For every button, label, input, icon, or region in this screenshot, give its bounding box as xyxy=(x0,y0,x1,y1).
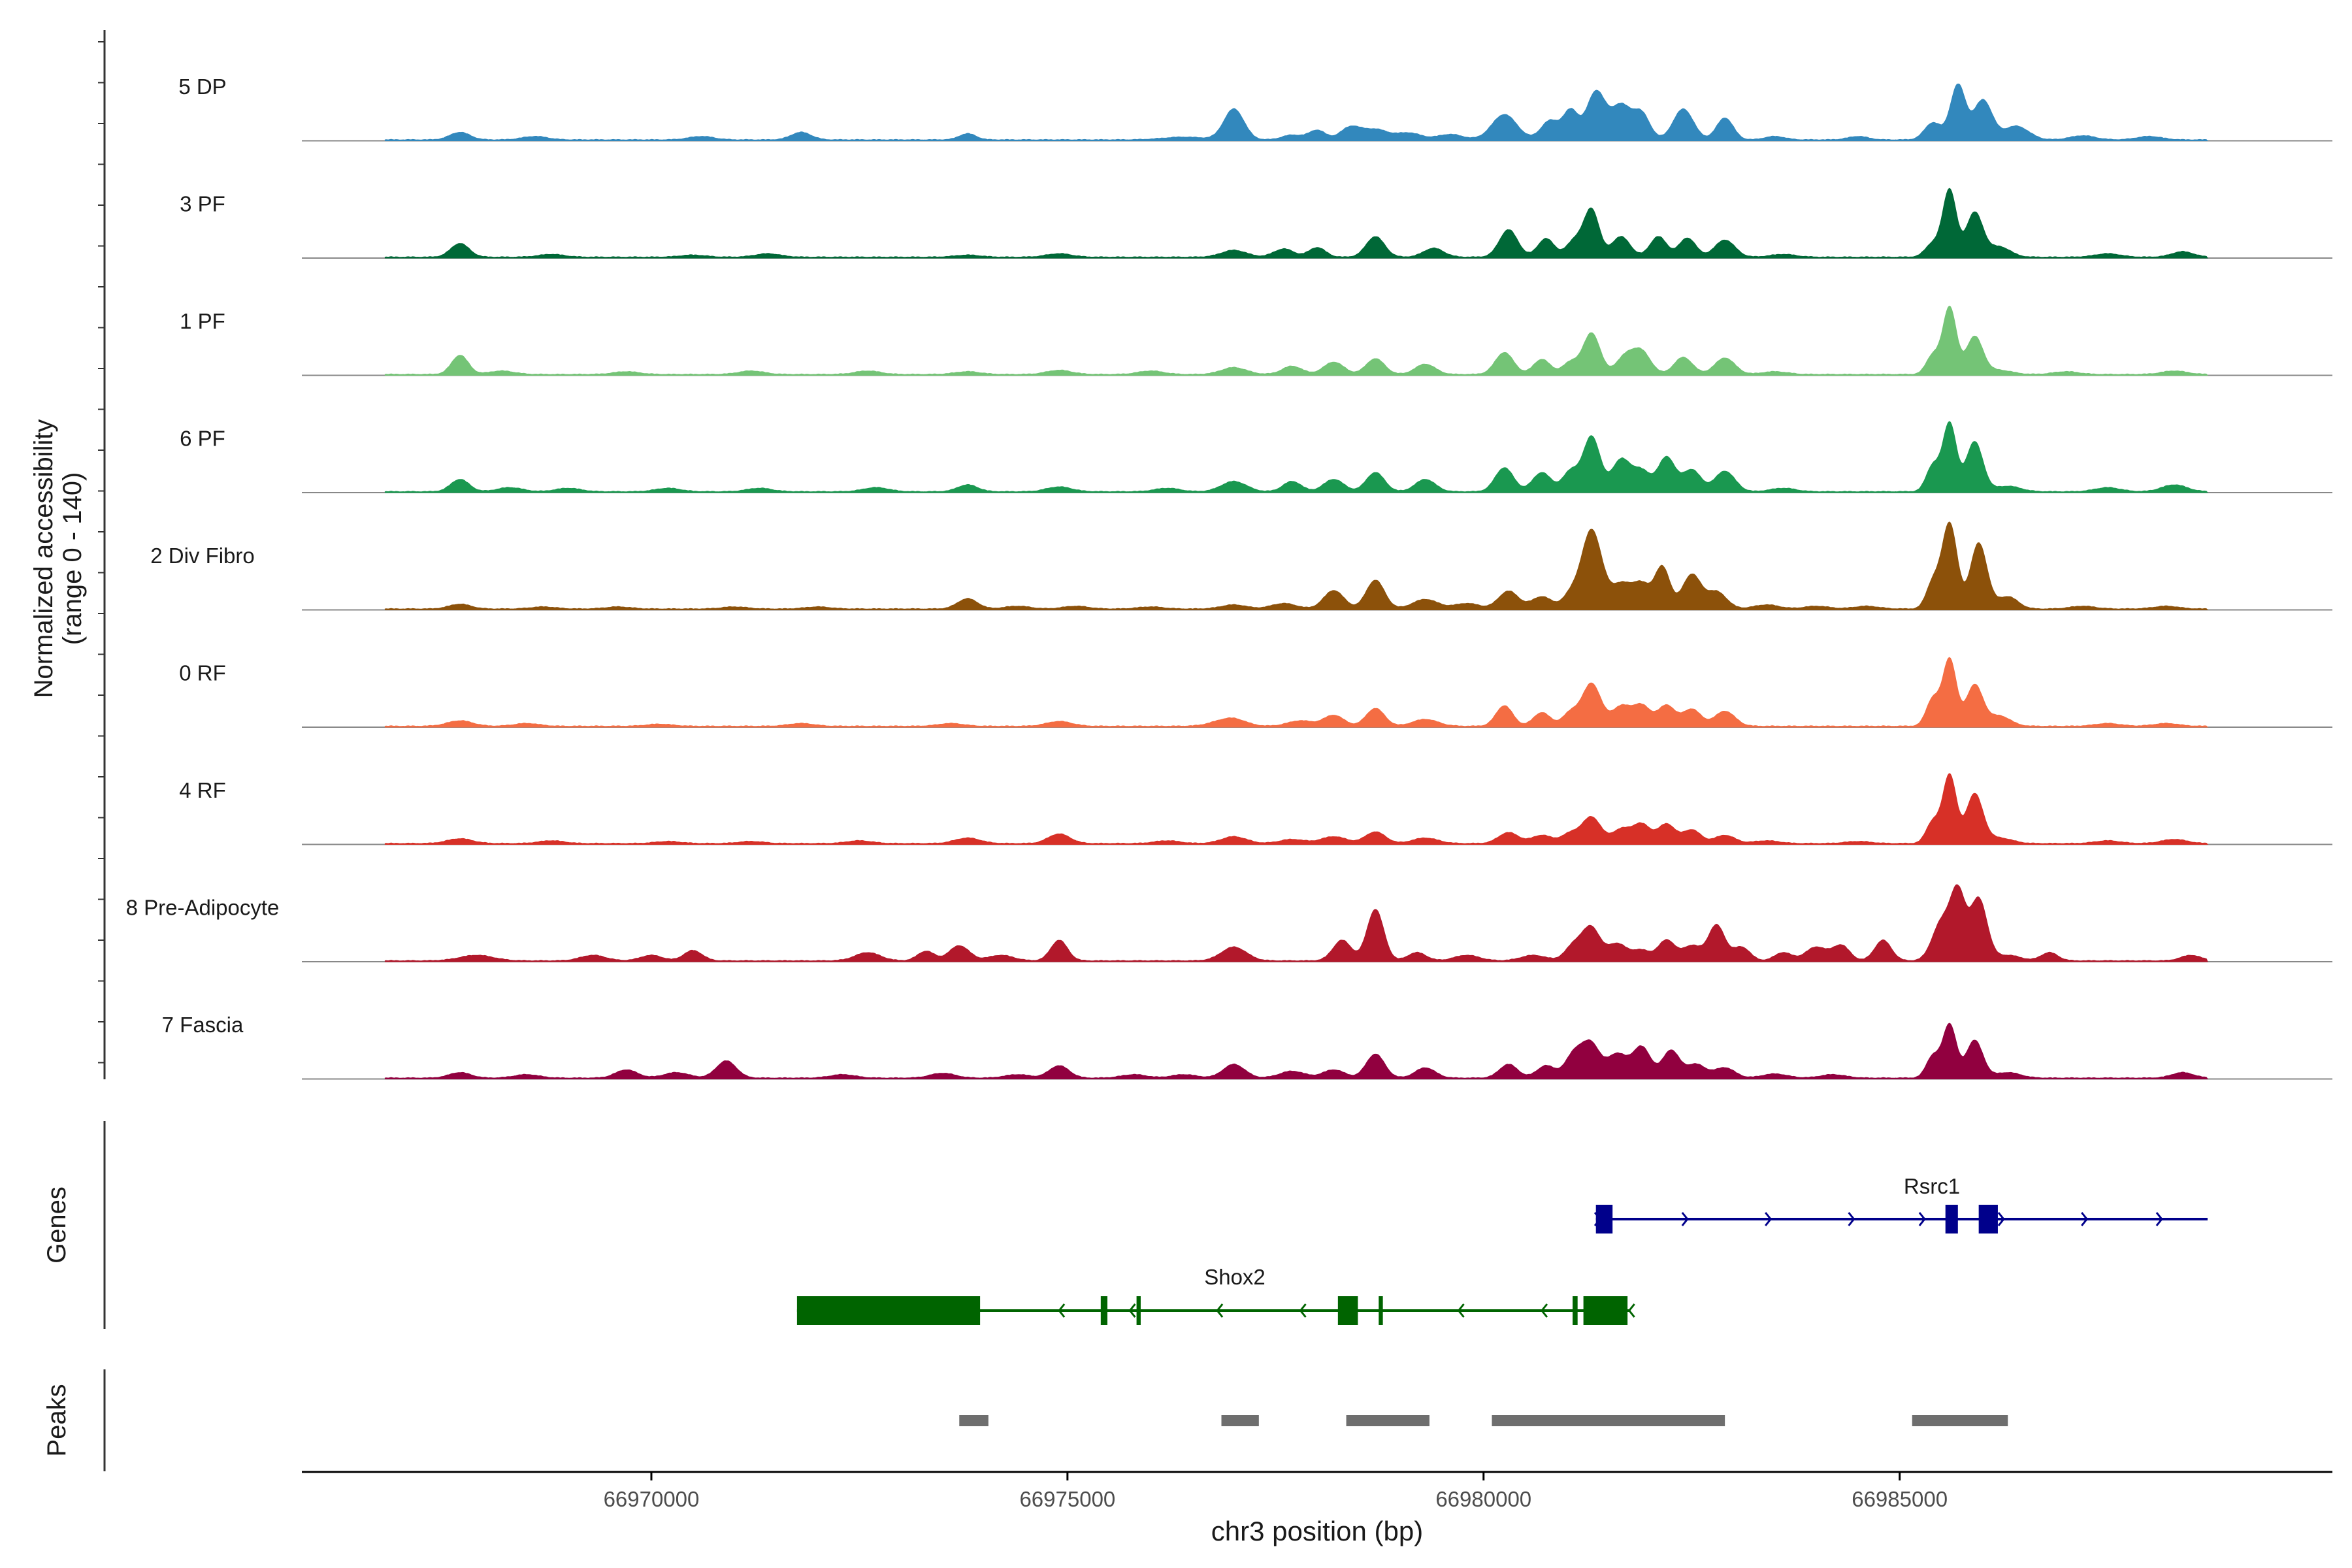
track-0-rf: 0 RF xyxy=(179,657,2332,728)
genes-track-label: Genes xyxy=(42,1186,71,1264)
x-tick-label: 66975000 xyxy=(1019,1487,1115,1511)
gene-exon xyxy=(1595,1205,1613,1233)
strand-chevron-icon xyxy=(1681,1212,1689,1226)
x-tick-label: 66985000 xyxy=(1852,1487,1948,1511)
gene-exon xyxy=(1100,1296,1108,1325)
track-1-pf: 1 PF xyxy=(180,305,2332,376)
gene-exon xyxy=(1573,1296,1578,1325)
coverage-area xyxy=(384,1022,2208,1079)
strand-chevron-icon xyxy=(1997,1212,2005,1226)
track-label: 6 PF xyxy=(180,427,225,451)
coverage-area xyxy=(384,521,2209,610)
coverage-area xyxy=(384,83,2209,141)
gene-name-label: Shox2 xyxy=(1204,1265,1266,1289)
coverage-area xyxy=(384,657,2209,728)
gene-exon xyxy=(1945,1205,1958,1233)
y-axis-label: Normalized accessibility (range 0 - 140) xyxy=(29,419,87,698)
strand-chevron-icon xyxy=(1848,1212,1855,1226)
strand-chevron-icon xyxy=(1918,1212,1926,1226)
strand-chevron-icon xyxy=(1058,1303,1066,1318)
peak-region xyxy=(1912,1415,2008,1426)
track-3-pf: 3 PF xyxy=(180,188,2332,259)
x-tick-label: 66970000 xyxy=(604,1487,700,1511)
peak-region xyxy=(1221,1415,1259,1426)
x-axis-ticks: 66970000 66975000 66980000 66985000 xyxy=(604,1472,1948,1511)
peaks-track-label: Peaks xyxy=(42,1384,71,1456)
strand-chevron-icon xyxy=(1765,1212,1772,1226)
track-4-rf: 4 RF xyxy=(179,773,2332,845)
y-axis-label-line2: (range 0 - 140) xyxy=(58,472,87,645)
track-label: 0 RF xyxy=(179,661,226,685)
coverage-y-ticks xyxy=(98,41,105,1064)
track-label: 2 Div Fibro xyxy=(150,544,255,568)
strand-chevron-icon xyxy=(1593,1212,1602,1226)
peak-region xyxy=(959,1415,988,1426)
gene-exon xyxy=(1379,1296,1383,1325)
peak-region xyxy=(1492,1415,1725,1426)
track-label: 5 DP xyxy=(178,74,226,99)
x-axis-label: chr3 position (bp) xyxy=(1211,1516,1424,1546)
track-label: 3 PF xyxy=(180,192,225,216)
track-6-pf: 6 PF xyxy=(180,421,2332,493)
track-label: 7 Fascia xyxy=(162,1013,244,1037)
track-5-dp: 5 DP xyxy=(178,74,2332,142)
coverage-area xyxy=(384,884,2208,962)
strand-chevron-icon xyxy=(1216,1303,1224,1318)
coverage-area xyxy=(384,188,2208,259)
gene-exon xyxy=(1583,1296,1628,1325)
x-tick-label: 66980000 xyxy=(1435,1487,1531,1511)
strand-chevron-icon xyxy=(1128,1303,1136,1318)
track-label: 8 Pre-Adipocyte xyxy=(126,896,280,920)
track-2-div-fibro: 2 Div Fibro xyxy=(150,521,2332,611)
coverage-area xyxy=(384,305,2208,376)
coverage-tracks: 5 DP 3 PF 1 PF 6 PF 2 Div Fibro 0 RF 4 RF 8 Pre… xyxy=(126,74,2332,1080)
peaks-track xyxy=(959,1415,2008,1426)
gene-exon xyxy=(1978,1205,1998,1233)
strand-chevron-icon xyxy=(1540,1303,1548,1318)
strand-chevron-icon xyxy=(2155,1212,2163,1226)
track-8-pre-adipocyte: 8 Pre-Adipocyte xyxy=(126,884,2332,962)
peak-region xyxy=(1346,1415,1429,1426)
strand-chevron-icon xyxy=(2081,1212,2089,1226)
track-label: 4 RF xyxy=(179,778,226,802)
y-axis-label-line1: Normalized accessibility xyxy=(29,419,58,698)
gene-shox2: Shox2 xyxy=(796,1265,1635,1325)
coverage-area xyxy=(384,421,2208,493)
gene-exon xyxy=(796,1296,981,1325)
gene-exon xyxy=(1136,1296,1141,1325)
strand-chevron-icon xyxy=(1299,1303,1307,1318)
gene-exon xyxy=(1337,1296,1358,1325)
track-7-fascia: 7 Fascia xyxy=(162,1013,2332,1080)
track-label: 1 PF xyxy=(180,309,225,333)
strand-chevron-icon xyxy=(1627,1303,1635,1318)
coverage-area xyxy=(384,773,2208,845)
gene-rsrc1: Rsrc1 xyxy=(1593,1174,2208,1233)
gene-name-label: Rsrc1 xyxy=(1904,1174,1960,1198)
strand-chevron-icon xyxy=(1457,1303,1465,1318)
genes-track: Rsrc1 Shox2 xyxy=(796,1174,2208,1325)
